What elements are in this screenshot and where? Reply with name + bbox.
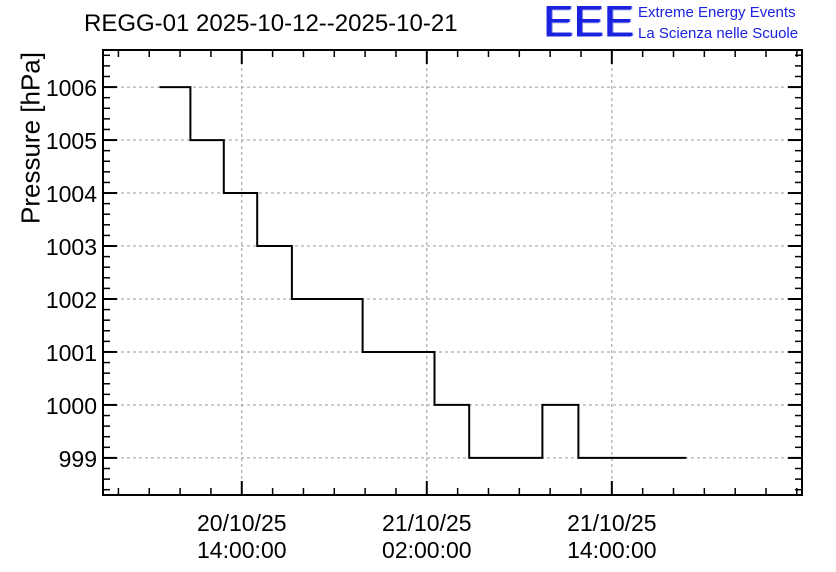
x-tick-label-date: 21/10/25 — [567, 510, 657, 536]
logo-line-2: La Scienza nelle Scuole — [638, 25, 799, 42]
series-layer — [159, 86, 687, 459]
y-tick-label: 1002 — [46, 287, 97, 313]
y-tick-label: 1003 — [46, 234, 97, 260]
x-tick-label-time: 02:00:00 — [382, 537, 472, 563]
x-tick-label-time: 14:00:00 — [567, 537, 657, 563]
x-tick-label-time: 14:00:00 — [197, 537, 287, 563]
tick-labels: 999100010011002100310041005100620/10/251… — [46, 75, 657, 563]
logo-line-1: Extreme Energy Events — [638, 4, 796, 21]
y-tick-label: 1000 — [46, 393, 97, 419]
x-tick-label-date: 21/10/25 — [382, 510, 472, 536]
plot-frame — [102, 49, 803, 496]
axis-ticks — [103, 50, 802, 495]
x-tick-label-date: 20/10/25 — [197, 510, 287, 536]
y-tick-label: 1004 — [46, 181, 97, 207]
chart-title: REGG-01 2025-10-12--2025-10-21 — [84, 10, 458, 37]
y-tick-label: 1005 — [46, 128, 97, 154]
eee-logo: EEE — [543, 0, 635, 46]
y-tick-label: 1006 — [46, 75, 97, 101]
y-tick-label: 999 — [59, 446, 97, 472]
y-tick-label: 1001 — [46, 340, 97, 366]
pressure-series-line — [159, 86, 687, 459]
grid-lines — [103, 50, 802, 495]
